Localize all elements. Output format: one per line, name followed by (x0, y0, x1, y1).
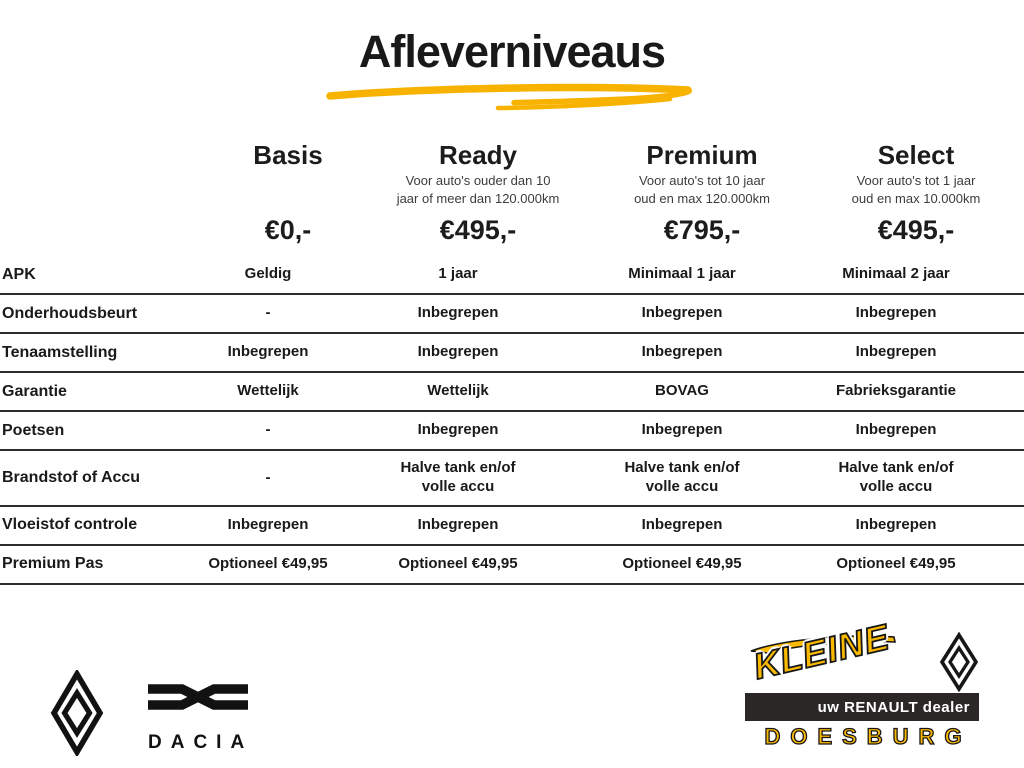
plan-subtitle: Voor auto's tot 10 jaar oud en max 120.0… (634, 173, 770, 207)
row-value: Geldig (244, 265, 292, 283)
table-row: Brandstof of Accu - Halve tank en/of vol… (0, 451, 1024, 507)
dealer-name-kleine: KLEINE (749, 615, 895, 688)
row-value: Optioneel €49,95 (398, 554, 518, 572)
dacia-wordmark: DACIA (148, 732, 254, 753)
plan-price: €495,- (439, 215, 517, 246)
row-value: BOVAG (655, 382, 709, 400)
row-value: Inbegrepen (855, 421, 937, 439)
row-label: APK (2, 265, 36, 283)
table-body: APK Geldig 1 jaar Minimaal 1 jaar Minima… (0, 256, 1024, 585)
row-value: Inbegrepen (855, 304, 937, 322)
dacia-logo: DACIA (142, 682, 253, 754)
plan-column-header: Ready Voor auto's ouder dan 10 jaar of m… (376, 140, 580, 246)
dealer-logo: KLEINE uw RENAULT dealer DOESBURG (743, 615, 985, 750)
row-value: Minimaal 1 jaar (628, 265, 736, 283)
table-row: Tenaamstelling Inbegrepen Inbegrepen Inb… (0, 334, 1024, 374)
row-value: - (265, 304, 271, 322)
plan-name: Select (877, 140, 955, 170)
row-label: Vloeistof controle (2, 516, 138, 534)
renault-diamond-icon (50, 670, 104, 756)
row-value: - (265, 421, 271, 439)
row-label: Onderhoudsbeurt (2, 304, 138, 322)
table-row: APK Geldig 1 jaar Minimaal 1 jaar Minima… (0, 256, 1024, 296)
row-value: Wettelijk (237, 382, 299, 400)
plan-price: €495,- (877, 215, 955, 246)
dacia-emblem-icon (147, 684, 248, 710)
dealer-swoosh-icon (750, 635, 896, 654)
row-value: Fabrieksgarantie (835, 382, 957, 400)
row-value: Halve tank en/of volle accu (624, 459, 740, 496)
row-label: Garantie (2, 382, 67, 400)
row-value: Inbegrepen (417, 343, 499, 361)
row-value: Wettelijk (427, 382, 489, 400)
plan-subtitle: Voor auto's ouder dan 10 jaar of meer da… (396, 173, 560, 207)
row-value: Optioneel €49,95 (836, 554, 956, 572)
row-value: Inbegrepen (227, 515, 309, 533)
row-value: Inbegrepen (417, 515, 499, 533)
row-value: - (265, 468, 271, 486)
dealer-tagline-bar: uw RENAULT dealer (745, 693, 979, 721)
row-label: Premium Pas (2, 555, 104, 573)
plan-subtitle (200, 172, 376, 210)
table-row: Garantie Wettelijk Wettelijk BOVAG Fabri… (0, 373, 1024, 413)
plan-price: €0,- (264, 215, 312, 246)
dealer-tagline: uw RENAULT dealer (817, 698, 970, 716)
row-value: Inbegrepen (227, 343, 309, 361)
row-value: Inbegrepen (641, 343, 723, 361)
row-label: Brandstof of Accu (2, 469, 141, 487)
table-row: Vloeistof controle Inbegrepen Inbegrepen… (0, 507, 1024, 546)
row-value: Halve tank en/of volle accu (838, 459, 954, 496)
row-value: Inbegrepen (417, 304, 499, 322)
plan-price: €795,- (663, 215, 741, 246)
table-row: Premium Pas Optioneel €49,95 Optioneel €… (0, 546, 1024, 585)
plan-name: Basis (253, 140, 323, 170)
row-value: Optioneel €49,95 (208, 554, 328, 572)
plans-header: Basis €0,- Ready Voor auto's ouder dan 1… (20, 140, 1008, 246)
row-value: Minimaal 2 jaar (842, 265, 950, 283)
plan-name: Ready (438, 140, 518, 170)
plan-column-header: Basis €0,- (200, 140, 376, 246)
page-title: Afleverniveaus (358, 26, 666, 77)
row-value: Inbegrepen (641, 421, 723, 439)
row-label: Tenaamstelling (2, 343, 118, 361)
plan-column-header: Select Voor auto's tot 1 jaar oud en max… (824, 140, 1008, 246)
row-label: Poetsen (2, 421, 65, 439)
row-value: Inbegrepen (417, 421, 499, 439)
plan-subtitle: Voor auto's tot 1 jaar oud en max 10.000… (851, 173, 981, 207)
row-value: Optioneel €49,95 (622, 554, 742, 572)
row-value: Inbegrepen (855, 515, 937, 533)
dealer-renault-diamond-icon (939, 632, 979, 692)
plan-column-header: Premium Voor auto's tot 10 jaar oud en m… (580, 140, 824, 246)
row-value: 1 jaar (438, 265, 478, 283)
row-value: Inbegrepen (855, 343, 937, 361)
dealer-name-doesburg: DOESBURG (764, 723, 972, 749)
row-value: Halve tank en/of volle accu (400, 459, 516, 496)
brand-logos: DACIA (50, 670, 253, 756)
table-row: Onderhoudsbeurt - Inbegrepen Inbegrepen … (0, 295, 1024, 335)
title-swoosh-icon (326, 83, 692, 111)
row-value: Inbegrepen (641, 515, 723, 533)
plan-name: Premium (646, 140, 758, 170)
table-row: Poetsen - Inbegrepen Inbegrepen Inbegrep… (0, 412, 1024, 452)
row-value: Inbegrepen (641, 304, 723, 322)
